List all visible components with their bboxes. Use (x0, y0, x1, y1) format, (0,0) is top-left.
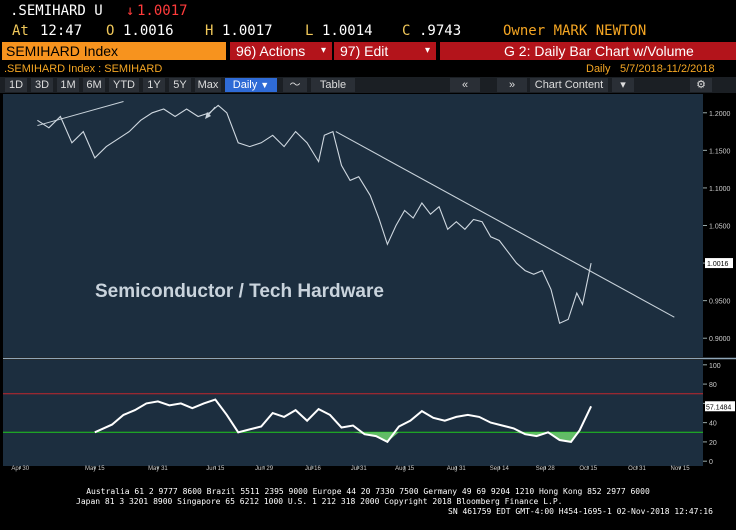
period-label: Daily (586, 63, 611, 75)
price-tick-label: 1.1000 (709, 186, 731, 193)
time: 12:47 (40, 23, 83, 39)
price-tick-label: 1.2000 (709, 111, 731, 118)
x-tick-label: Aug 31 (447, 466, 467, 472)
price-tick-label: 1.0500 (709, 224, 731, 231)
ticker[interactable]: .SEMIHARD U (10, 3, 103, 19)
x-tick-label: Jun 29 (255, 466, 274, 472)
initial-line (37, 101, 124, 127)
range-1d[interactable]: 1D (5, 78, 27, 92)
last-arrow-icon: ↓ (126, 3, 135, 19)
x-tick-label: Sep 28 (536, 466, 556, 472)
last-price-box (705, 258, 733, 269)
x-tick-label: May 31 (148, 466, 168, 472)
chart-annotation: Semiconductor / Tech Hardware (95, 281, 384, 302)
last-price-label: 1.0016 (707, 261, 729, 268)
price-panel: 1.20001.15001.10001.05001.00000.95000.90… (37, 101, 733, 343)
scroll-right-icon[interactable]: » (497, 78, 527, 92)
x-tick-label: Aug 15 (395, 466, 415, 472)
security-line: .SEMIHARD Index : SEMIHARD (4, 63, 163, 75)
x-tick-label: Apr 30 (11, 466, 29, 472)
last-price: 1.0017 (137, 3, 188, 19)
osc-tick-label: 40 (709, 421, 717, 428)
chart-toolbar: 1D 3D 1M 6M YTD 1Y 5Y Max Daily ▼ 〜 Tabl… (0, 77, 736, 93)
range-1y[interactable]: 1Y (143, 78, 165, 92)
osc-tick-label: 0 (709, 459, 713, 466)
osc-tick-label: 80 (709, 382, 717, 389)
range-1m[interactable]: 1M (57, 78, 79, 92)
x-tick-label: Oct 15 (579, 466, 597, 472)
open-value: 1.0016 (123, 23, 174, 39)
price-panel-bg (3, 94, 703, 357)
actions-label: 96) Actions (236, 43, 306, 59)
frequency-dropdown[interactable]: Daily ▼ (225, 78, 277, 92)
high-value: 1.0017 (222, 23, 273, 39)
footer-line-1: Australia 61 2 9777 8600 Brazil 5511 239… (86, 487, 650, 496)
range-max[interactable]: Max (195, 78, 221, 92)
osc-tick-label: 100 (709, 363, 721, 370)
high-label: H (205, 23, 214, 39)
osc-last-label: 57.1484 (706, 404, 731, 411)
x-tick-label: Jun 15 (206, 466, 225, 472)
osc-oversold-fill (94, 432, 592, 442)
x-tick-label: May 15 (85, 466, 105, 472)
range-ytd[interactable]: YTD (109, 78, 139, 92)
osc-line (94, 398, 593, 444)
x-tick-label: Jul 31 (351, 466, 368, 472)
security-field[interactable]: SEMIHARD Index (2, 42, 226, 60)
chevron-down-icon: ▼ (260, 80, 270, 90)
table-button[interactable]: Table (311, 78, 355, 92)
edit-menu[interactable]: 97) Edit ▾ (334, 42, 436, 60)
scroll-left-icon[interactable]: « (450, 78, 480, 92)
range-5y[interactable]: 5Y (169, 78, 191, 92)
range-6m[interactable]: 6M (83, 78, 105, 92)
footer-line-2: Japan 81 3 3201 8900 Singapore 65 6212 1… (76, 497, 563, 506)
close-label: C (402, 23, 411, 39)
price-line (37, 104, 592, 324)
chart-area: 1.20001.15001.10001.05001.00000.95000.90… (0, 94, 736, 472)
line-chart-icon[interactable]: 〜 (283, 78, 307, 92)
actions-menu[interactable]: 96) Actions ▾ (230, 42, 332, 60)
owner: Owner MARK NEWTON (503, 23, 647, 39)
x-tick-label: Jul 16 (305, 466, 322, 472)
x-tick-label: Sep 14 (490, 466, 510, 472)
osc-tick-label: 20 (709, 440, 717, 447)
quote-row: .SEMIHARD U ↓ 1.0017 (0, 2, 736, 21)
edit-label: 97) Edit (340, 43, 389, 59)
low-value: 1.0014 (322, 23, 373, 39)
at-label: At (12, 23, 29, 39)
chevron-down-icon: ▾ (424, 45, 430, 56)
x-tick-label: Nov 15 (671, 466, 691, 472)
ohlc-row: At 12:47 O 1.0016 H 1.0017 L 1.0014 C .9… (0, 22, 736, 41)
footer-line-3: SN 461759 EDT GMT-4:00 H454-1695-1 02-No… (448, 507, 713, 516)
frequency-label: Daily (232, 79, 258, 91)
osc-panel-bg (3, 360, 703, 466)
subheader: .SEMIHARD Index : SEMIHARD Daily 5/7/201… (0, 62, 736, 76)
chevron-down-icon[interactable]: ▾ (612, 78, 634, 92)
price-tick-label: 1.1500 (709, 148, 731, 155)
chart-content-button[interactable]: Chart Content (530, 78, 608, 92)
range-3d[interactable]: 3D (31, 78, 53, 92)
price-tick-label: 0.9000 (709, 336, 731, 343)
open-label: O (106, 23, 115, 39)
date-range[interactable]: 5/7/2018-11/2/2018 (620, 63, 715, 75)
low-label: L (305, 23, 314, 39)
chevron-down-icon: ▾ (320, 45, 326, 56)
x-tick-label: Oct 31 (628, 466, 646, 472)
gear-icon[interactable]: ⚙ (690, 78, 712, 92)
trend-line (335, 131, 675, 318)
close-value: .9743 (419, 23, 462, 39)
osc-last-box (705, 401, 735, 412)
x-axis: Apr 30 May 15 May 31 Jun 15 Jun 29 Jul 16 Jul … (11, 466, 690, 472)
osc-panel: 10080604020057.1484 (3, 363, 735, 466)
price-tick-label: 0.9500 (709, 299, 731, 306)
chart-title: G 2: Daily Bar Chart w/Volume (440, 42, 736, 60)
